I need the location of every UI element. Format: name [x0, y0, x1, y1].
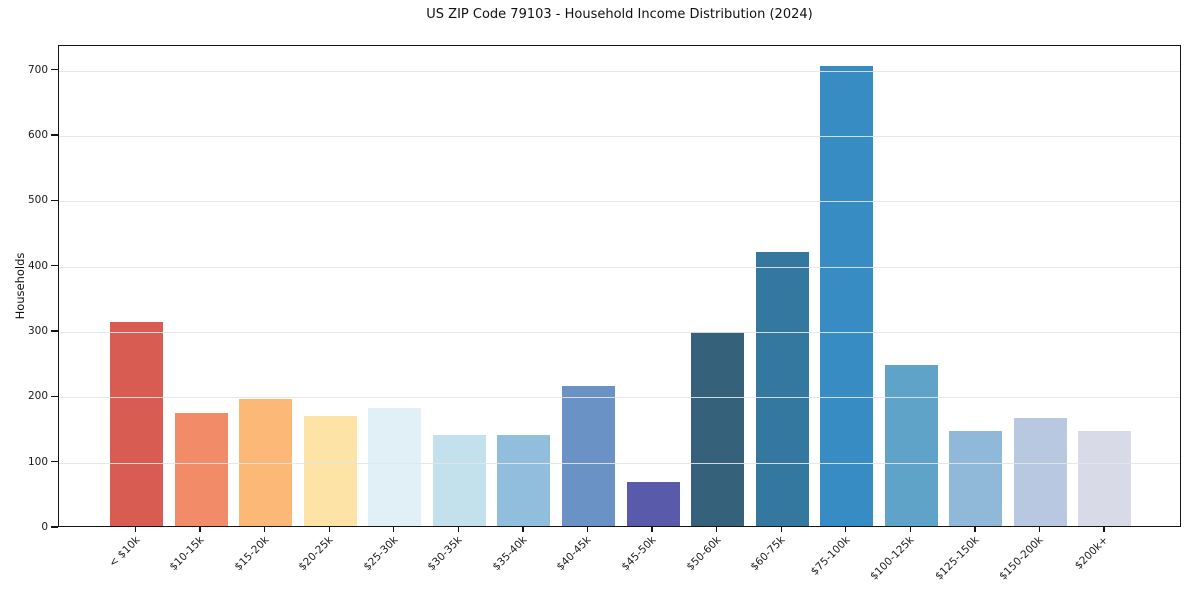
- bar-2: [174, 413, 228, 526]
- bar-3: [239, 399, 293, 526]
- bar-6: [432, 434, 486, 526]
- y-tick-mark-100: [51, 461, 58, 463]
- y-tick-mark-600: [51, 134, 58, 136]
- y-tick-label-300: 300: [27, 325, 48, 338]
- x-tick-mark-4: [328, 527, 330, 532]
- plot-area: [58, 45, 1181, 527]
- bar-11: [755, 251, 809, 526]
- bar-9: [626, 482, 680, 526]
- y-tick-label-0: 0: [41, 521, 48, 533]
- y-tick-label-700: 700: [27, 63, 48, 76]
- x-tick-mark-6: [457, 527, 459, 532]
- x-tick-mark-2: [199, 527, 201, 532]
- bar-8: [561, 385, 615, 526]
- x-tick-mark-12: [845, 527, 847, 532]
- y-tick-mark-700: [51, 69, 58, 71]
- x-tick-label-1: < $10k: [106, 534, 142, 570]
- x-tick-mark-16: [1103, 527, 1105, 532]
- x-tick-mark-9: [651, 527, 653, 532]
- bar-5: [368, 407, 422, 526]
- y-tick-mark-400: [51, 265, 58, 267]
- bar-1: [110, 321, 163, 526]
- gridline-500: [59, 201, 1180, 203]
- y-tick-label-600: 600: [27, 129, 48, 142]
- bar-7: [497, 434, 551, 526]
- x-tick-mark-3: [263, 527, 266, 532]
- gridline-700: [59, 70, 1180, 72]
- x-tick-mark-14: [974, 527, 976, 532]
- y-tick-label-500: 500: [27, 194, 48, 207]
- x-tick-mark-8: [586, 527, 589, 532]
- chart-title: US ZIP Code 79103 - Household Income Dis…: [426, 7, 813, 22]
- y-tick-label-100: 100: [27, 455, 48, 468]
- y-tick-mark-500: [51, 199, 58, 202]
- bar-15: [1013, 418, 1067, 526]
- bar-12: [820, 65, 874, 526]
- gridline-100: [59, 462, 1180, 464]
- x-tick-mark-15: [1038, 527, 1041, 532]
- x-tick-mark-7: [522, 527, 524, 532]
- y-tick-label-200: 200: [27, 390, 48, 403]
- gridline-300: [59, 332, 1180, 334]
- gridline-200: [59, 397, 1180, 399]
- x-tick-mark-11: [780, 527, 782, 532]
- x-tick-mark-10: [715, 527, 718, 532]
- x-tick-mark-5: [393, 527, 395, 532]
- y-tick-mark-300: [51, 330, 58, 332]
- gridline-600: [59, 136, 1180, 138]
- x-tick-mark-1: [134, 527, 137, 532]
- y-tick-mark-200: [51, 395, 58, 398]
- y-tick-mark-0: [51, 526, 58, 528]
- bar-14: [949, 430, 1003, 526]
- bar-16: [1078, 430, 1132, 526]
- y-tick-label-400: 400: [27, 259, 48, 272]
- gridline-400: [59, 266, 1180, 268]
- bar-13: [884, 364, 938, 526]
- x-tick-mark-13: [909, 527, 911, 532]
- bar-4: [303, 416, 357, 526]
- bar-10: [691, 332, 745, 526]
